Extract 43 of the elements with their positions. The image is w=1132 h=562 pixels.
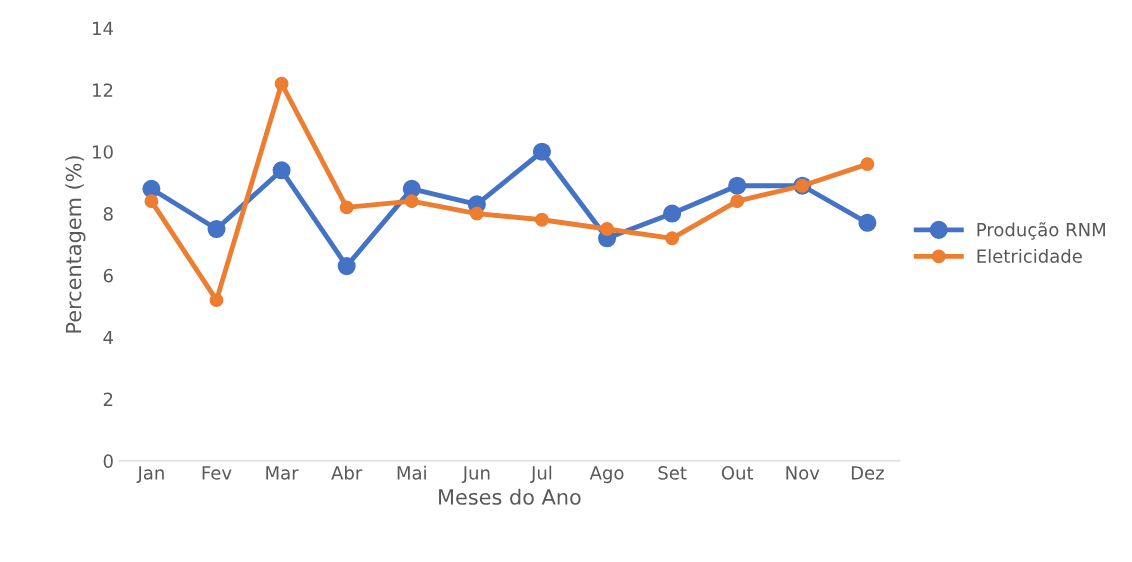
y-tick-label: 8 [103,207,113,221]
x-tick-label: Ago [589,466,624,484]
point [272,161,291,180]
point [534,212,549,227]
legend-label: Produção RNM [977,222,1105,240]
x-tick-label: Fev [202,466,232,480]
x-tick-label: Out [721,466,754,480]
x-tick-label: Jun [461,466,490,484]
point [337,257,356,276]
point [207,219,226,239]
point [469,206,484,221]
y-tick-label: 0 [103,454,113,468]
point [274,76,289,91]
point [339,200,354,215]
x-tick-label: Jul [530,465,552,484]
point [600,222,614,236]
point [209,293,224,308]
x-tick-label: Jan [136,466,164,484]
y-tick-label: 10 [93,145,113,159]
y-tick-label: 14 [93,21,113,35]
point [728,176,747,195]
x-tick-label: Nov [786,466,820,480]
y-axis-title: Percentagem (%) [65,156,86,333]
legend-label: Eletricidade [977,249,1082,263]
y-tick-label: 12 [93,83,113,97]
point [860,157,875,172]
x-tick-label: Dez [851,466,884,480]
x-tick-label: Abr [331,465,363,480]
y-tick-label: 6 [103,268,113,283]
x-tick-label: Set [658,466,687,480]
y-tick-label: 4 [103,330,113,345]
point [144,194,159,209]
point [858,213,877,232]
x-tick-label: Mar [266,466,299,480]
point [402,179,421,198]
point [730,194,745,209]
point [665,231,680,246]
x-tick-label: Mai [397,465,426,480]
point [532,142,551,161]
point [404,194,419,209]
x-axis-title: Meses do Ano [439,488,581,505]
point [663,204,682,223]
y-tick-label: 2 [103,392,113,406]
